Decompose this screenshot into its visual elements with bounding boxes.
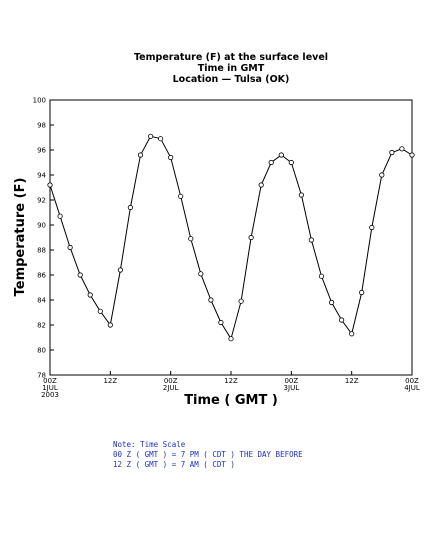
x-tick-label: 00Z xyxy=(405,377,419,385)
data-point xyxy=(409,152,415,158)
data-point xyxy=(178,193,184,199)
y-tick-label: 80 xyxy=(37,347,46,355)
data-point xyxy=(359,289,365,296)
data-point xyxy=(148,133,154,139)
chart-title: Temperature (F) at the surface levelTime… xyxy=(134,52,328,85)
note-line-1: Note: Time Scale xyxy=(113,440,186,449)
y-tick-label: 88 xyxy=(37,247,46,255)
x-tick-label: 2JUL xyxy=(163,384,179,392)
x-tick-label: 1JUL xyxy=(42,384,58,392)
data-point xyxy=(298,192,304,198)
y-tick-label: 92 xyxy=(37,197,46,205)
data-point xyxy=(399,146,405,152)
data-point xyxy=(288,159,294,166)
y-axis: 78 80 82 84 86 88 90 92 94 96 98 100 xyxy=(33,97,54,380)
x-tick-label: 00Z xyxy=(43,377,57,385)
data-point xyxy=(208,297,214,303)
data-point xyxy=(369,224,375,231)
data-point xyxy=(379,172,385,178)
data-point xyxy=(188,236,194,242)
y-tick-label: 94 xyxy=(37,172,46,180)
data-point xyxy=(77,272,83,278)
data-point xyxy=(117,267,124,273)
y-tick-label: 100 xyxy=(33,97,46,105)
x-axis-label: Time ( GMT ) xyxy=(184,393,278,408)
time-scale-note: Note: Time Scale 00 Z ( GMT ) = 7 PM ( C… xyxy=(113,440,303,470)
data-point xyxy=(97,308,103,314)
x-tick-label: 12Z xyxy=(345,377,359,385)
data-point xyxy=(57,213,63,219)
data-point xyxy=(198,271,204,277)
data-point xyxy=(67,244,73,251)
y-tick-label: 90 xyxy=(37,222,46,230)
data-point xyxy=(127,204,133,211)
data-point xyxy=(47,182,53,188)
temperature-points xyxy=(47,133,415,342)
data-point xyxy=(238,298,244,304)
chart-title-line-1: Temperature (F) at the surface level xyxy=(134,52,328,63)
data-point xyxy=(158,136,164,142)
data-point xyxy=(338,317,345,323)
data-point xyxy=(218,319,224,326)
data-point xyxy=(349,331,355,337)
data-point xyxy=(268,159,274,166)
data-point xyxy=(107,322,113,328)
chart-title-line-3: Location — Tulsa (OK) xyxy=(173,74,290,85)
note-line-2: 00 Z ( GMT ) = 7 PM ( CDT ) THE DAY BEFO… xyxy=(113,450,303,459)
y-tick-label: 78 xyxy=(37,372,46,380)
y-tick-label: 82 xyxy=(37,322,46,330)
data-point xyxy=(389,149,395,156)
data-point xyxy=(228,336,234,342)
y-tick-label: 98 xyxy=(37,122,46,130)
x-tick-label: 2003 xyxy=(41,391,59,399)
data-point xyxy=(278,152,284,158)
x-tick-label: 12Z xyxy=(224,377,238,385)
chart-title-line-2: Time in GMT xyxy=(198,63,265,74)
x-tick-label: 4JUL xyxy=(404,384,420,392)
data-point xyxy=(318,273,325,279)
data-point xyxy=(258,182,264,188)
y-tick-label: 96 xyxy=(37,147,46,155)
x-tick-label: 12Z xyxy=(103,377,117,385)
x-tick-label: 3JUL xyxy=(284,384,300,392)
y-tick-label: 84 xyxy=(37,297,46,305)
x-tick-label: 00Z xyxy=(164,377,178,385)
note-line-3: 12 Z ( GMT ) = 7 AM ( CDT ) xyxy=(113,460,235,469)
data-point xyxy=(248,234,254,241)
plot-frame xyxy=(49,99,413,376)
data-point xyxy=(87,292,93,298)
temperature-line xyxy=(49,135,413,340)
x-tick-label: 00Z xyxy=(284,377,298,385)
data-point xyxy=(328,299,335,306)
data-point xyxy=(137,152,144,158)
y-axis-label: Temperature (F) xyxy=(13,178,28,297)
data-point xyxy=(168,154,174,161)
data-point xyxy=(308,237,314,243)
y-tick-label: 86 xyxy=(37,272,46,280)
